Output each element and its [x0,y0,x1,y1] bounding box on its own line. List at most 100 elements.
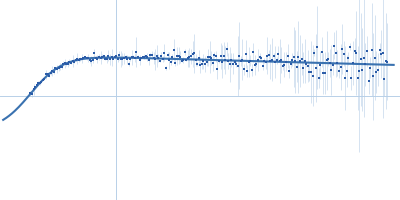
Point [358,58,364,61]
Point [381,77,387,81]
Point [302,59,308,62]
Point [312,66,319,69]
Point [200,60,207,63]
Point [102,57,108,61]
Point [166,59,172,62]
Point [172,61,178,64]
Point [211,53,218,56]
Point [114,57,121,60]
Point [376,49,383,52]
Point [316,76,322,80]
Point [38,80,44,83]
Point [108,56,115,59]
Point [57,65,63,68]
Point [174,54,180,58]
Point [326,61,333,64]
Point [295,56,302,59]
Point [107,58,113,61]
Point [354,76,361,80]
Point [336,70,342,73]
Point [297,59,303,63]
Point [97,56,104,59]
Point [347,45,353,48]
Point [29,92,35,95]
Point [175,54,182,57]
Point [214,67,221,71]
Point [248,69,255,72]
Point [178,59,185,63]
Point [90,58,96,61]
Point [51,71,57,74]
Point [82,56,88,59]
Point [250,51,256,54]
Point [126,62,132,65]
Point [239,58,246,61]
Point [244,70,250,73]
Point [368,48,375,51]
Point [323,59,330,62]
Point [79,57,85,60]
Point [384,60,390,63]
Point [58,65,65,68]
Point [196,56,202,59]
Point [40,78,46,81]
Point [34,84,40,87]
Point [164,54,171,57]
Point [276,59,283,63]
Point [280,64,286,68]
Point [72,58,79,62]
Point [351,49,358,53]
Point [225,60,232,63]
Point [65,62,71,65]
Point [185,57,191,60]
Point [83,56,90,59]
Point [373,70,380,74]
Point [208,56,214,60]
Point [300,66,306,69]
Point [270,54,277,57]
Point [364,50,370,53]
Point [138,56,144,60]
Point [220,54,227,57]
Point [160,57,166,61]
Point [380,52,386,55]
Point [337,65,344,69]
Point [130,55,136,58]
Point [183,58,190,61]
Point [66,60,73,64]
Point [289,58,296,61]
Point [44,72,51,76]
Point [80,56,87,59]
Point [112,55,118,58]
Point [334,61,341,64]
Point [291,55,297,59]
Point [93,56,99,59]
Point [69,59,76,63]
Point [228,59,235,62]
Point [194,62,200,65]
Point [278,58,284,62]
Point [85,56,91,59]
Point [375,68,381,71]
Point [202,63,208,66]
Point [281,63,288,66]
Point [37,82,43,85]
Point [311,51,317,54]
Point [305,64,311,67]
Point [258,57,264,60]
Point [227,63,233,66]
Point [152,58,158,61]
Point [147,53,154,56]
Point [361,56,367,59]
Point [141,55,148,58]
Point [217,54,224,57]
Point [238,59,244,62]
Point [331,44,338,47]
Point [146,58,152,61]
Point [48,71,54,74]
Point [366,80,372,83]
Point [231,61,238,64]
Point [247,59,253,62]
Point [261,59,268,62]
Point [96,55,102,58]
